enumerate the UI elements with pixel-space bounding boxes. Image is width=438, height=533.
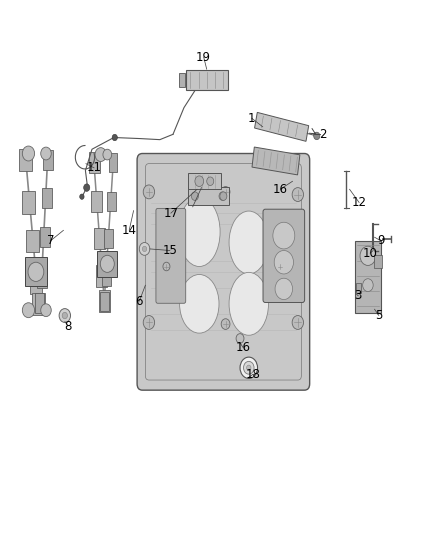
Circle shape <box>28 262 44 281</box>
Circle shape <box>360 246 376 265</box>
Circle shape <box>363 279 373 292</box>
Bar <box>355 241 381 313</box>
Circle shape <box>62 312 67 319</box>
Circle shape <box>191 192 198 200</box>
Bar <box>88 152 99 173</box>
Bar <box>356 283 361 293</box>
Bar <box>42 188 52 208</box>
Bar <box>100 292 109 311</box>
Circle shape <box>220 192 227 200</box>
Text: 12: 12 <box>352 196 367 209</box>
Text: 7: 7 <box>46 235 54 247</box>
Text: 16: 16 <box>273 183 288 196</box>
Circle shape <box>244 361 254 374</box>
Ellipse shape <box>180 274 219 333</box>
Text: 5: 5 <box>375 309 382 322</box>
Ellipse shape <box>229 272 268 335</box>
Text: 11: 11 <box>87 161 102 174</box>
Circle shape <box>207 177 214 185</box>
FancyBboxPatch shape <box>263 209 305 303</box>
Bar <box>43 150 53 170</box>
Bar <box>102 266 111 286</box>
Circle shape <box>236 334 244 343</box>
Text: 1: 1 <box>248 112 256 125</box>
Text: 6: 6 <box>135 295 143 308</box>
Circle shape <box>22 303 35 318</box>
Circle shape <box>22 146 35 161</box>
Circle shape <box>163 262 170 271</box>
Circle shape <box>221 187 230 197</box>
Text: 17: 17 <box>163 207 178 220</box>
Circle shape <box>103 149 112 160</box>
Bar <box>26 230 39 252</box>
Bar <box>25 257 47 287</box>
Bar <box>97 251 117 277</box>
Text: 8: 8 <box>64 320 71 333</box>
Ellipse shape <box>179 197 220 266</box>
Bar <box>37 268 47 288</box>
Bar <box>19 149 32 171</box>
Circle shape <box>292 316 304 329</box>
Bar <box>180 74 186 86</box>
Polygon shape <box>254 112 309 141</box>
Circle shape <box>143 185 155 199</box>
Text: 3: 3 <box>355 289 362 302</box>
Circle shape <box>292 188 304 201</box>
Circle shape <box>142 246 147 252</box>
Bar <box>30 271 42 294</box>
Circle shape <box>100 255 114 272</box>
Circle shape <box>195 176 204 187</box>
Text: 2: 2 <box>319 128 327 141</box>
Circle shape <box>273 222 295 249</box>
Bar <box>107 192 116 211</box>
Ellipse shape <box>229 211 268 274</box>
Circle shape <box>275 278 293 300</box>
Circle shape <box>247 365 251 370</box>
Circle shape <box>277 262 284 271</box>
Bar <box>35 293 44 313</box>
Text: 19: 19 <box>196 51 211 63</box>
Text: 9: 9 <box>377 235 385 247</box>
Bar <box>374 255 382 268</box>
Text: 15: 15 <box>162 244 177 257</box>
Circle shape <box>80 194 84 199</box>
Bar <box>94 228 105 249</box>
Circle shape <box>314 132 320 140</box>
Circle shape <box>221 319 230 329</box>
Bar <box>188 187 229 205</box>
Circle shape <box>219 192 226 200</box>
Bar <box>91 191 102 212</box>
Bar <box>32 293 45 315</box>
Circle shape <box>41 147 51 160</box>
Polygon shape <box>252 147 300 175</box>
Circle shape <box>41 304 51 317</box>
Text: 16: 16 <box>236 341 251 354</box>
Bar <box>186 70 227 90</box>
Bar <box>104 229 113 248</box>
Text: 14: 14 <box>122 224 137 237</box>
Text: 10: 10 <box>363 247 378 260</box>
Bar <box>40 227 50 247</box>
FancyBboxPatch shape <box>156 208 186 303</box>
Circle shape <box>143 316 155 329</box>
FancyBboxPatch shape <box>137 154 310 390</box>
Circle shape <box>59 309 71 322</box>
Bar <box>109 153 117 172</box>
Bar <box>188 173 221 189</box>
Bar <box>99 290 110 312</box>
Circle shape <box>240 357 258 378</box>
Circle shape <box>139 243 150 255</box>
Bar <box>22 191 35 214</box>
Circle shape <box>84 184 90 191</box>
Text: 18: 18 <box>246 368 261 381</box>
Circle shape <box>274 251 293 274</box>
Bar <box>96 265 107 287</box>
Circle shape <box>112 134 117 141</box>
Circle shape <box>95 148 106 161</box>
